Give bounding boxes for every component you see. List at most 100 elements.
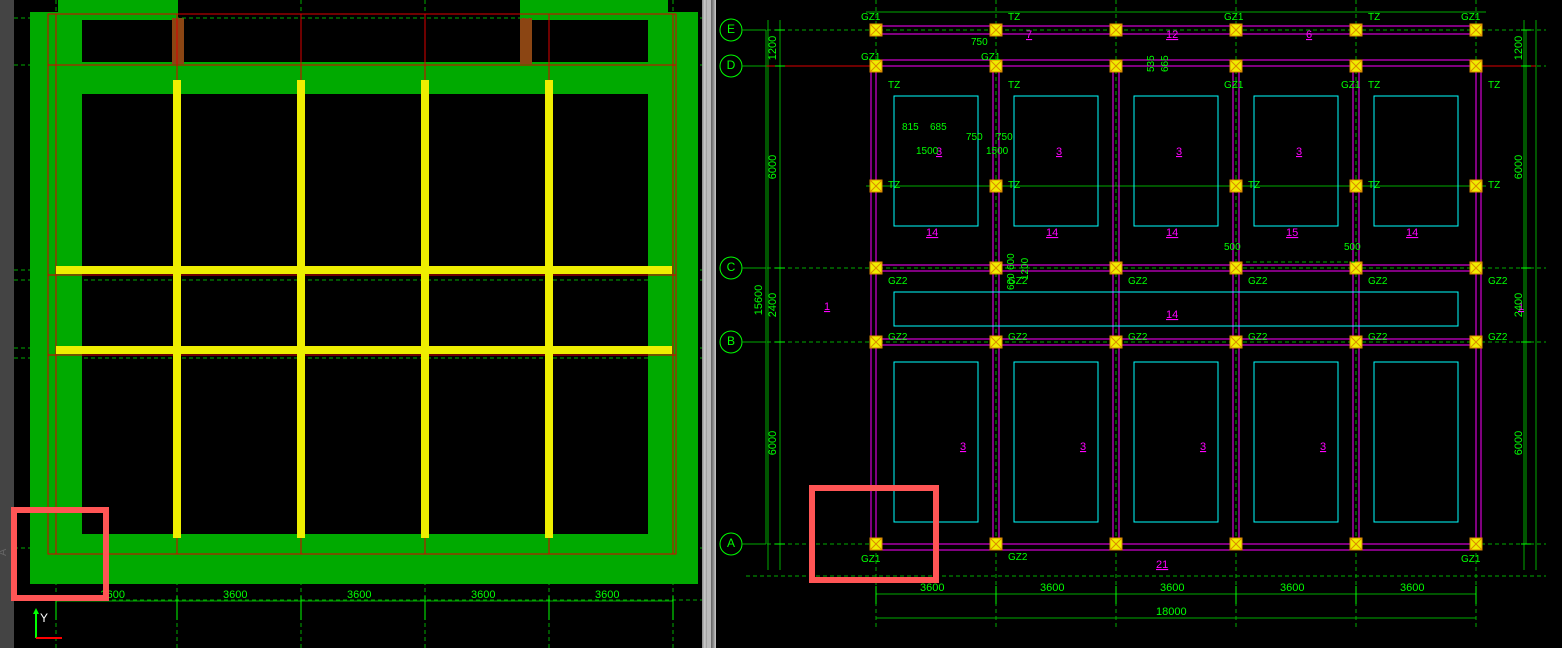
svg-text:15600: 15600	[753, 285, 765, 316]
svg-text:1500: 1500	[986, 146, 1009, 157]
right-canvas: GZ1 TZ GZ1 TZ GZ1 GZ1 GZ1 TZ TZ GZ1 GZ1 TZ TZ TZ TZ TZ T…	[716, 0, 1562, 648]
svg-text:GZ1: GZ1	[1224, 12, 1244, 23]
svg-text:3: 3	[1056, 146, 1062, 158]
dims-bottom-left: 36003600360036003600	[56, 589, 673, 620]
svg-text:750: 750	[966, 132, 983, 143]
svg-text:GZ2: GZ2	[1128, 276, 1148, 287]
svg-text:3: 3	[1296, 146, 1302, 158]
svg-text:GZ2: GZ2	[1008, 552, 1028, 563]
svg-text:600: 600	[1006, 273, 1017, 290]
svg-text:GZ1: GZ1	[1224, 80, 1244, 91]
svg-text:GZ2: GZ2	[1248, 332, 1268, 343]
svg-text:TZ: TZ	[1008, 12, 1020, 23]
highlight-box-right	[812, 488, 936, 580]
axis-shadows-left: A	[0, 548, 9, 556]
svg-text:B: B	[727, 334, 735, 348]
svg-text:GZ1: GZ1	[981, 52, 1001, 63]
svg-text:685: 685	[930, 122, 947, 133]
svg-text:15: 15	[1286, 227, 1298, 239]
ucs-y-label: Y	[40, 611, 48, 625]
svg-text:750: 750	[971, 37, 988, 48]
ucs-icon: Y	[33, 608, 62, 638]
column-markers	[870, 24, 1482, 550]
svg-text:3600: 3600	[1040, 582, 1064, 594]
svg-text:3600: 3600	[595, 589, 619, 601]
svg-text:14: 14	[926, 227, 938, 239]
green-walls	[30, 0, 698, 584]
svg-text:A: A	[727, 536, 735, 550]
svg-text:GZ1: GZ1	[1341, 80, 1361, 91]
svg-text:TZ: TZ	[1008, 80, 1020, 91]
svg-text:D: D	[727, 58, 736, 72]
svg-text:815: 815	[902, 122, 919, 133]
svg-text:TZ: TZ	[1488, 80, 1500, 91]
svg-text:GZ1: GZ1	[861, 52, 881, 63]
svg-text:3: 3	[960, 441, 966, 453]
svg-text:14: 14	[1166, 227, 1178, 239]
svg-text:1200: 1200	[767, 36, 779, 60]
svg-text:500: 500	[1344, 242, 1361, 253]
magenta-walls	[871, 26, 1481, 550]
svg-text:TZ: TZ	[1488, 180, 1500, 191]
brown-patches	[172, 18, 532, 64]
svg-text:TZ: TZ	[1368, 80, 1380, 91]
svg-text:GZ2: GZ2	[888, 276, 908, 287]
svg-text:6000: 6000	[1513, 155, 1525, 179]
svg-text:1: 1	[824, 301, 830, 313]
svg-text:665: 665	[1160, 55, 1171, 72]
svg-text:GZ1: GZ1	[1461, 12, 1481, 23]
svg-text:3600: 3600	[223, 589, 247, 601]
svg-text:3600: 3600	[1400, 582, 1424, 594]
svg-text:600: 600	[1006, 253, 1017, 270]
svg-text:GZ2: GZ2	[1248, 276, 1268, 287]
viewport-left-3d[interactable]: 36003600360036003600 Y A	[0, 0, 702, 648]
svg-text:GZ1: GZ1	[861, 554, 881, 565]
svg-text:6000: 6000	[767, 155, 779, 179]
svg-text:3: 3	[1176, 146, 1182, 158]
svg-text:3600: 3600	[347, 589, 371, 601]
svg-text:E: E	[727, 22, 735, 36]
svg-text:TZ: TZ	[1248, 180, 1260, 191]
svg-text:TZ: TZ	[1368, 180, 1380, 191]
svg-text:GZ2: GZ2	[1488, 276, 1508, 287]
svg-text:3: 3	[1200, 441, 1206, 453]
svg-text:GZ1: GZ1	[1461, 554, 1481, 565]
svg-text:2400: 2400	[767, 293, 779, 317]
yellow-bars	[56, 80, 672, 538]
svg-text:GZ2: GZ2	[1488, 332, 1508, 343]
svg-text:18000: 18000	[1156, 606, 1187, 618]
svg-text:750: 750	[996, 132, 1013, 143]
svg-text:14: 14	[1046, 227, 1058, 239]
svg-text:C: C	[727, 260, 736, 274]
svg-text:GZ2: GZ2	[1128, 332, 1148, 343]
svg-text:GZ2: GZ2	[1368, 332, 1388, 343]
red-frame-left	[48, 14, 676, 554]
pane-divider[interactable]	[702, 0, 716, 648]
svg-text:2400: 2400	[1513, 293, 1525, 317]
svg-text:3600: 3600	[471, 589, 495, 601]
svg-text:TZ: TZ	[1008, 180, 1020, 191]
column-labels: GZ1 TZ GZ1 TZ GZ1 GZ1 GZ1 TZ TZ GZ1 GZ1 TZ TZ TZ TZ TZ T…	[861, 12, 1508, 565]
svg-text:GZ2: GZ2	[888, 332, 908, 343]
svg-text:535: 535	[1146, 55, 1157, 72]
svg-text:14: 14	[1166, 309, 1178, 321]
grid-lines-right	[746, 0, 1546, 630]
svg-text:3600: 3600	[920, 582, 944, 594]
svg-text:21: 21	[1156, 559, 1168, 571]
svg-text:3600: 3600	[1280, 582, 1304, 594]
dims-bottom-right: 3600360036003600360018000	[876, 582, 1476, 618]
svg-text:TZ: TZ	[1368, 12, 1380, 23]
viewport-right-2d[interactable]: GZ1 TZ GZ1 TZ GZ1 GZ1 GZ1 TZ TZ GZ1 GZ1 TZ TZ TZ TZ TZ T…	[716, 0, 1562, 648]
svg-text:1200: 1200	[1020, 257, 1031, 280]
dims-inner: 7507507508156851500150053566560060012005…	[902, 37, 1361, 290]
svg-text:TZ: TZ	[888, 80, 900, 91]
svg-text:TZ: TZ	[888, 180, 900, 191]
svg-text:6: 6	[1306, 29, 1312, 41]
left-canvas: 36003600360036003600 Y A	[0, 0, 702, 648]
svg-text:500: 500	[1224, 242, 1241, 253]
svg-text:GZ1: GZ1	[861, 12, 881, 23]
svg-text:3: 3	[1080, 441, 1086, 453]
svg-text:3: 3	[1320, 441, 1326, 453]
svg-text:A: A	[0, 548, 9, 556]
svg-text:6000: 6000	[1513, 431, 1525, 455]
